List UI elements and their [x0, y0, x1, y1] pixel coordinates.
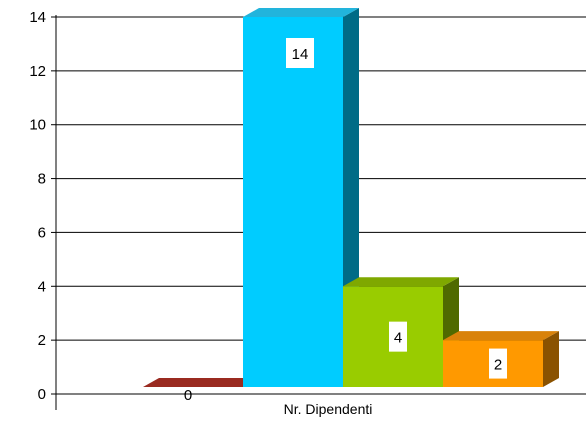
bar-top — [143, 378, 259, 387]
x-category-label: Nr. Dipendenti — [284, 401, 373, 417]
bar-top — [443, 331, 559, 341]
bar-top — [343, 277, 459, 287]
y-tick-label: 6 — [38, 224, 46, 241]
y-tick-label: 8 — [38, 171, 46, 188]
data-labels: 0 14 4 2 — [184, 38, 507, 404]
data-label-box — [286, 38, 314, 68]
data-label: 0 — [184, 387, 192, 404]
y-axis: 0 2 4 6 8 10 12 14 — [29, 9, 586, 410]
y-tick-label: 4 — [38, 278, 46, 295]
y-tick-label: 14 — [29, 9, 46, 26]
y-tick-label: 2 — [38, 332, 46, 349]
y-tick-label: 12 — [29, 63, 46, 80]
data-label: 14 — [292, 46, 309, 63]
data-label-box — [389, 321, 407, 352]
data-label: 2 — [494, 357, 502, 374]
data-label: 4 — [394, 330, 402, 347]
bar-top — [243, 8, 359, 17]
bar-front — [243, 17, 343, 387]
y-tick-label: 0 — [38, 386, 46, 403]
bars — [143, 8, 559, 387]
y-tick-label: 10 — [29, 117, 46, 134]
data-label-box — [489, 348, 507, 379]
bar-side — [543, 331, 559, 387]
